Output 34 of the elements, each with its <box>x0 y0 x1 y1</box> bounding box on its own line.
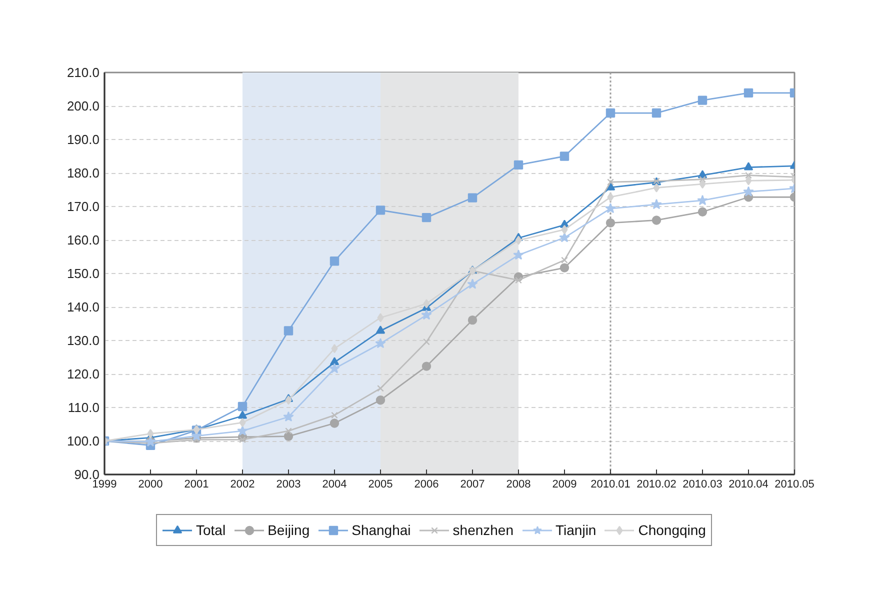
x-tick-label: 2002 <box>230 478 255 490</box>
y-tick-label: 110.0 <box>68 400 100 415</box>
x-tick-label: 1999 <box>92 478 117 490</box>
legend-label: Tianjin <box>556 522 596 538</box>
legend-label: Total <box>196 522 226 538</box>
x-tick-label: 2007 <box>460 478 485 490</box>
legend-label: Shanghai <box>352 522 411 538</box>
x-tick-label: 2009 <box>552 478 577 490</box>
y-tick-label: 100.0 <box>66 434 100 448</box>
y-tick-label: 190.0 <box>66 132 100 147</box>
x-tick-label: 2004 <box>322 478 347 490</box>
x-tick-label: 2000 <box>138 478 163 490</box>
x-tick-label: 2008 <box>506 478 531 490</box>
legend-label: Beijing <box>268 522 310 538</box>
y-tick-label: 180.0 <box>66 166 100 180</box>
x-tick-label: 2010.02 <box>636 478 676 490</box>
y-tick-label: 210.0 <box>66 65 100 80</box>
legend-label: shenzhen <box>452 522 514 538</box>
x-tick-label: 2010.04 <box>728 478 768 490</box>
y-tick-label: 150.0 <box>66 266 100 281</box>
legend-label: Chongqing <box>638 522 706 538</box>
y-tick-label: 200.0 <box>66 98 100 114</box>
x-tick-label: 2010.05 <box>774 478 814 490</box>
y-tick-label: 130.0 <box>66 333 100 348</box>
y-tick-label: 140.0 <box>66 300 100 314</box>
y-tick-label: 160.0 <box>66 232 100 248</box>
x-tick-label: 2003 <box>276 478 301 490</box>
x-tick-label: 2010.01 <box>590 478 630 490</box>
y-tick-label: 120.0 <box>66 366 100 382</box>
x-tick-label: 2006 <box>414 478 439 490</box>
x-tick-label: 2005 <box>368 478 393 490</box>
x-tick-label: 2010.03 <box>682 478 722 490</box>
x-tick-label: 2001 <box>184 478 209 490</box>
y-tick-label: 170.0 <box>66 199 100 214</box>
